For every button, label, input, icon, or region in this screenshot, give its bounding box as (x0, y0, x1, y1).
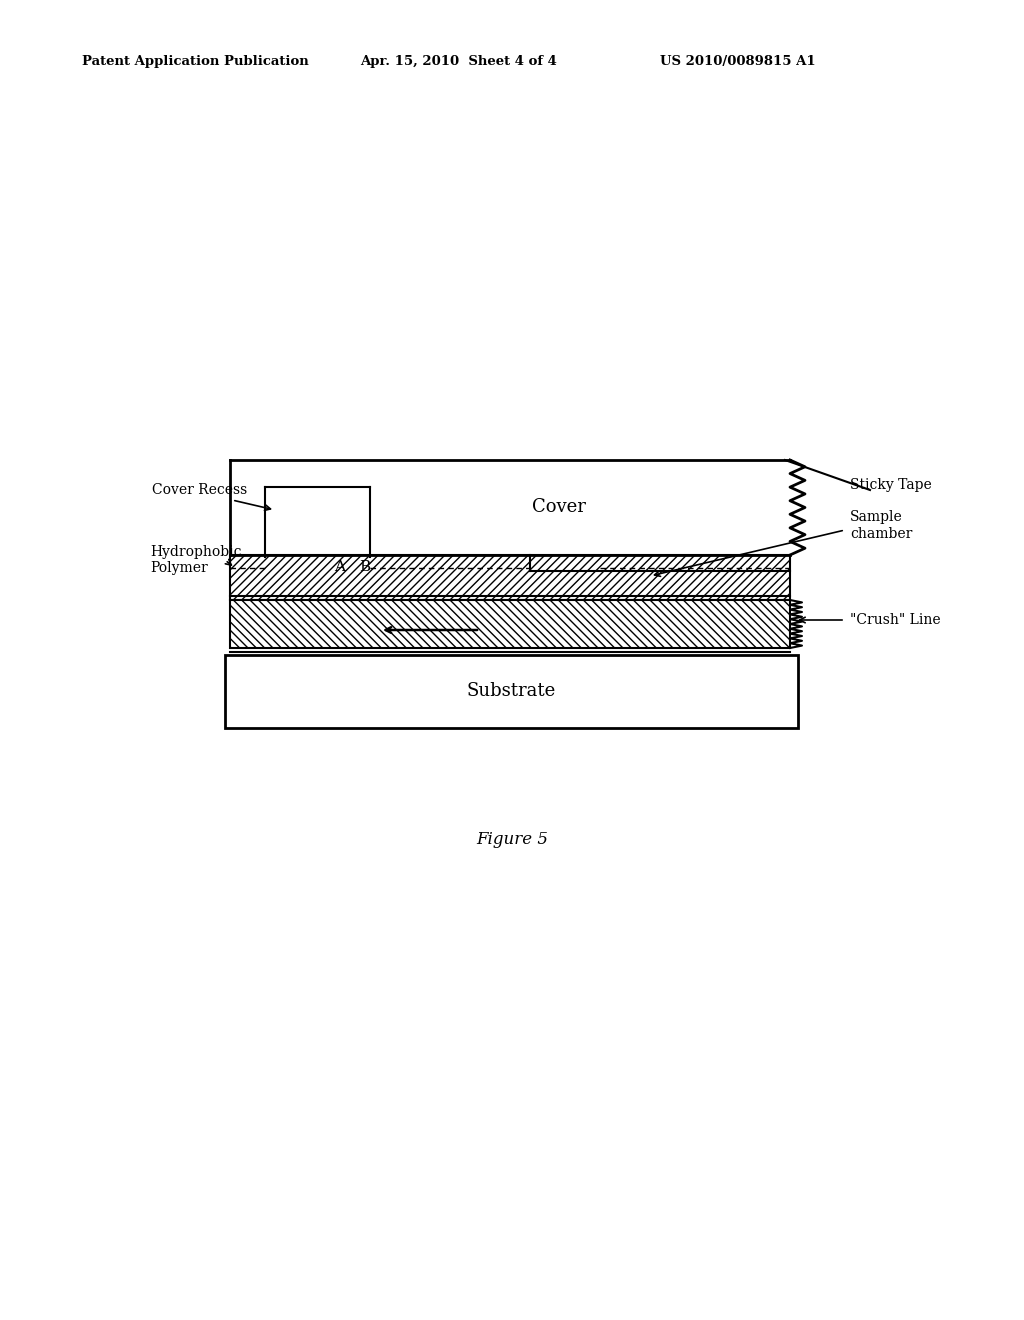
Text: Apr. 15, 2010  Sheet 4 of 4: Apr. 15, 2010 Sheet 4 of 4 (360, 55, 557, 69)
Bar (225, 655, 798, 729)
Text: chamber: chamber (850, 527, 912, 541)
Text: US 2010/0089815 A1: US 2010/0089815 A1 (660, 55, 816, 69)
Text: Sample: Sample (850, 510, 903, 524)
Text: Figure 5: Figure 5 (476, 832, 548, 849)
Text: Patent Application Publication: Patent Application Publication (82, 55, 309, 69)
Text: Hydrophobic: Hydrophobic (150, 545, 242, 558)
Text: Cover: Cover (532, 499, 586, 516)
Text: A: A (335, 560, 345, 574)
Text: Sticky Tape: Sticky Tape (850, 478, 932, 492)
Bar (230, 554, 790, 601)
Bar (230, 601, 790, 648)
Text: Substrate: Substrate (467, 682, 556, 701)
Text: B: B (359, 560, 371, 574)
Text: "Crush" Line: "Crush" Line (850, 612, 941, 627)
Text: Polymer: Polymer (150, 561, 208, 576)
Text: Cover Recess: Cover Recess (152, 483, 247, 498)
